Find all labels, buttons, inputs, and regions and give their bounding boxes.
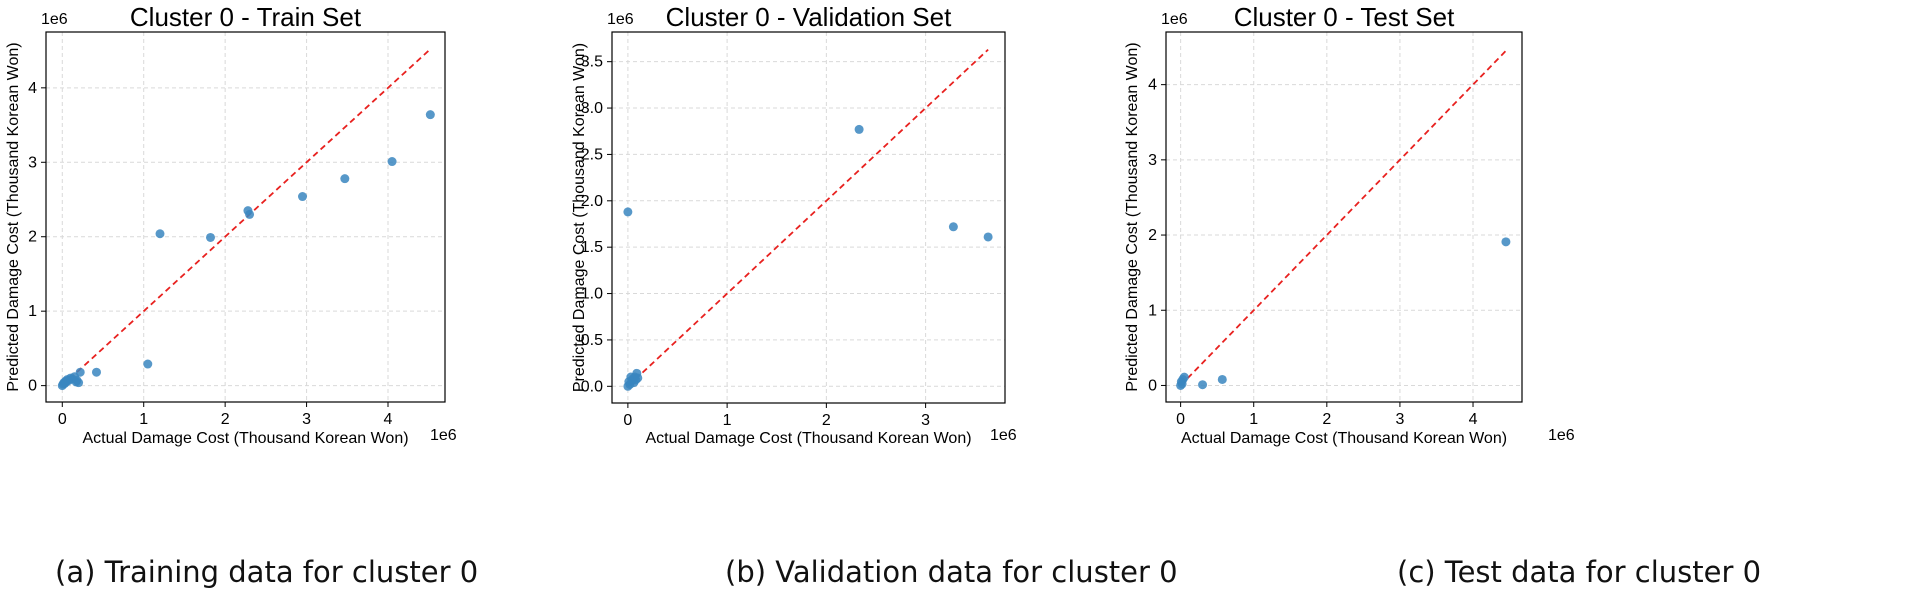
scatter-chart-train: 0 1 2 3 4 0 1 2 3 4 Cluster 0 - Train Set Actual Da… xyxy=(5,2,457,447)
data-point xyxy=(983,232,993,242)
x-tick-label: 3 xyxy=(1395,411,1404,428)
x-tick-label: 0 xyxy=(58,411,67,428)
y-tick-label: 2 xyxy=(28,229,37,246)
data-point xyxy=(387,157,397,167)
x-tick-label: 2 xyxy=(221,411,230,428)
data-point xyxy=(623,207,633,217)
y-tick-label: 0 xyxy=(1148,377,1157,394)
data-point xyxy=(1198,380,1208,390)
y-axis-label: Predicted Damage Cost (Thousand Korean W… xyxy=(571,43,588,392)
y-offset-label: 1e6 xyxy=(607,11,634,28)
y-tick-label: 1.0 xyxy=(581,286,603,303)
data-point xyxy=(1217,374,1227,384)
y-tick-label: 1 xyxy=(1148,302,1157,319)
data-point xyxy=(1501,237,1511,247)
data-point xyxy=(74,378,84,388)
y-tick-label: 1 xyxy=(28,303,37,320)
y-tick-label: 4 xyxy=(1148,77,1157,94)
data-point xyxy=(340,174,350,184)
y-offset-label: 1e6 xyxy=(1161,11,1188,28)
y-tick-label: 3.5 xyxy=(581,54,603,71)
x-tick-label: 1 xyxy=(1249,411,1258,428)
figure-train: 0 1 2 3 4 0 1 2 3 4 Cluster 0 - Train Set Actual Da… xyxy=(0,0,560,470)
x-offset-label: 1e6 xyxy=(430,427,457,444)
y-tick-label: 3 xyxy=(28,154,37,171)
x-offset-label: 1e6 xyxy=(1548,427,1575,444)
x-tick-label: 1 xyxy=(723,412,732,429)
y-axis-label: Predicted Damage Cost (Thousand Korean W… xyxy=(1124,42,1141,391)
y-offset-label: 1e6 xyxy=(41,11,68,28)
x-tick-label: 3 xyxy=(302,411,311,428)
plot-frame xyxy=(45,31,446,403)
figure-validation: 0 1 2 3 0.0 0.5 1.0 1.5 2.0 2.5 3.0 3.5 Cluster 0 - … xyxy=(560,0,1120,470)
chart-title: Cluster 0 - Train Set xyxy=(130,2,362,32)
caption-train: (a) Training data for cluster 0 xyxy=(55,555,479,589)
data-point xyxy=(948,222,958,232)
data-point xyxy=(633,373,643,383)
data-point xyxy=(143,359,153,369)
caption-validation: (b) Validation data for cluster 0 xyxy=(725,555,1178,589)
x-axis-label: Actual Damage Cost (Thousand Korean Won) xyxy=(645,430,971,447)
figure-test: 0 1 2 3 4 0 1 2 3 4 Cluster 0 - Test Set Actual Dam… xyxy=(1120,0,1680,470)
caption-test: (c) Test data for cluster 0 xyxy=(1397,555,1762,589)
x-tick-label: 2 xyxy=(822,412,831,429)
data-point xyxy=(425,110,435,120)
x-offset-label: 1e6 xyxy=(990,427,1017,444)
data-point xyxy=(75,367,85,377)
data-point xyxy=(205,232,215,242)
x-axis-label: Actual Damage Cost (Thousand Korean Won) xyxy=(1181,430,1507,447)
y-axis-label: Predicted Damage Cost (Thousand Korean W… xyxy=(5,42,22,391)
y-tick-label: 3 xyxy=(1148,152,1157,169)
plot-frame xyxy=(1165,31,1523,403)
y-tick-label: 0 xyxy=(28,378,37,395)
x-tick-label: 3 xyxy=(921,412,930,429)
chart-title: Cluster 0 - Validation Set xyxy=(666,2,952,32)
scatter-chart-test: 0 1 2 3 4 0 1 2 3 4 Cluster 0 - Test Set Actual Dam… xyxy=(1124,2,1575,447)
y-tick-label: 1.5 xyxy=(581,239,603,256)
reference-line xyxy=(61,49,430,387)
x-tick-label: 4 xyxy=(1469,411,1478,428)
reference-line xyxy=(627,48,989,387)
data-point xyxy=(245,209,255,219)
y-tick-label: 0.5 xyxy=(581,332,603,349)
scatter-chart-validation: 0 1 2 3 0.0 0.5 1.0 1.5 2.0 2.5 3.0 3.5 Cluster 0 - … xyxy=(571,2,1017,447)
data-point xyxy=(854,124,864,134)
chart-title: Cluster 0 - Test Set xyxy=(1234,2,1455,32)
y-tick-label: 3.0 xyxy=(581,100,603,117)
reference-line xyxy=(1179,50,1507,387)
data-point xyxy=(298,192,307,202)
x-tick-label: 2 xyxy=(1322,411,1331,428)
x-tick-label: 1 xyxy=(139,411,148,428)
x-axis-label: Actual Damage Cost (Thousand Korean Won) xyxy=(82,430,408,447)
data-point xyxy=(155,229,165,239)
y-tick-label: 0.0 xyxy=(581,378,603,395)
x-tick-label: 4 xyxy=(384,411,393,428)
y-tick-label: 2.5 xyxy=(581,146,603,163)
y-tick-label: 4 xyxy=(28,80,37,97)
data-point xyxy=(1179,372,1189,382)
data-point xyxy=(91,367,101,377)
x-tick-label: 0 xyxy=(1176,411,1185,428)
y-tick-label: 2 xyxy=(1148,227,1157,244)
plot-frame xyxy=(611,31,1006,404)
y-tick-label: 2.0 xyxy=(581,193,603,210)
x-tick-label: 0 xyxy=(623,412,632,429)
